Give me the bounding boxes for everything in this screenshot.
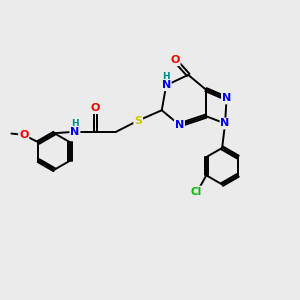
Text: N: N [175,120,184,130]
Text: N: N [70,127,80,137]
Text: O: O [19,130,28,140]
Text: O: O [170,55,180,65]
Text: N: N [220,118,230,128]
Text: S: S [134,116,142,126]
Text: N: N [222,94,231,103]
Text: H: H [162,73,170,82]
Text: O: O [91,103,100,113]
Text: Cl: Cl [190,187,202,196]
Text: N: N [162,80,171,90]
Text: H: H [71,119,79,128]
